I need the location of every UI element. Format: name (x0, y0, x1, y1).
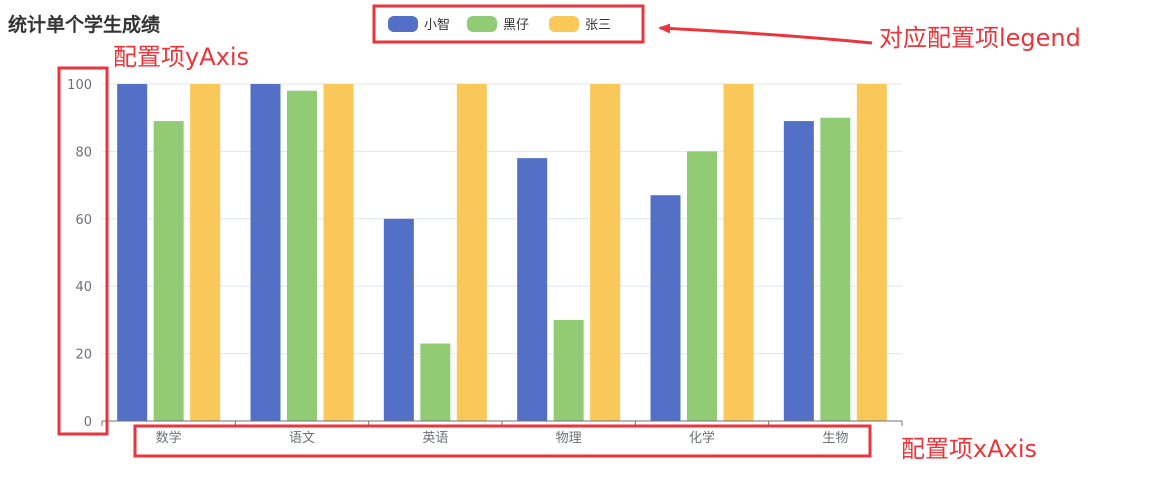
bar-黑仔-英语[interactable] (420, 343, 451, 421)
y-axis-ticks: 0 20 40 60 80 100 (67, 78, 92, 430)
x-tick-label: 英语 (422, 431, 448, 446)
x-tick-label: 化学 (689, 430, 715, 446)
yaxis-note: 配置项yAxis (113, 43, 249, 71)
legend-swatch (388, 16, 418, 32)
legend-item[interactable]: 小智 (388, 16, 450, 33)
bar-小智-英语[interactable] (383, 218, 414, 421)
y-tick-label: 100 (67, 78, 92, 93)
legend-label: 小智 (424, 18, 450, 33)
bar-张三-语文[interactable] (323, 84, 354, 421)
chart-title: 统计单个学生成绩 (8, 13, 160, 36)
y-tick-label: 60 (75, 213, 92, 228)
y-tick-label: 0 (84, 415, 92, 430)
legend-item[interactable]: 张三 (549, 16, 611, 33)
legend-label: 张三 (585, 18, 611, 33)
legend-swatch (467, 16, 497, 32)
bar-黑仔-语文[interactable] (287, 90, 317, 422)
y-tick-label: 80 (75, 145, 92, 160)
legend-highlight-box (372, 4, 645, 44)
x-axis-ticks: 数学 语文 英语 物理 化学 生物 (156, 430, 849, 446)
legend-note: 对应配置项legend (879, 24, 1081, 52)
x-tick-label: 语文 (289, 431, 315, 446)
bar-黑仔-数学[interactable] (153, 121, 184, 421)
legend-swatch (549, 16, 579, 32)
bar-张三-英语[interactable] (456, 84, 487, 421)
legend[interactable]: 小智 黑仔 张三 (388, 16, 611, 33)
x-tick-label: 物理 (556, 431, 582, 446)
bar-series (117, 84, 887, 422)
bar-黑仔-物理[interactable] (553, 319, 584, 421)
bar-张三-化学[interactable] (723, 84, 754, 421)
bar-小智-化学[interactable] (650, 195, 681, 421)
bar-张三-生物[interactable] (856, 84, 887, 421)
xaxis-note: 配置项xAxis (901, 435, 1037, 463)
xaxis-highlight-box (133, 424, 872, 458)
bar-张三-物理[interactable] (590, 84, 621, 421)
legend-item[interactable]: 黑仔 (467, 16, 529, 33)
legend-arrow (658, 23, 873, 45)
bar-小智-物理[interactable] (517, 158, 548, 421)
legend-label: 黑仔 (503, 18, 529, 33)
bar-小智-数学[interactable] (117, 84, 148, 421)
bar-小智-生物[interactable] (783, 121, 814, 421)
bar-张三-数学[interactable] (190, 84, 221, 421)
y-tick-label: 20 (75, 348, 92, 363)
x-tick-label: 数学 (156, 430, 182, 446)
bar-黑仔-生物[interactable] (820, 117, 851, 421)
y-tick-label: 40 (75, 280, 92, 295)
bar-黑仔-化学[interactable] (687, 151, 717, 421)
yaxis-highlight-box (57, 66, 109, 436)
bar-小智-语文[interactable] (250, 84, 281, 421)
x-tick-label: 生物 (822, 431, 848, 446)
grid-lines (102, 83, 902, 355)
